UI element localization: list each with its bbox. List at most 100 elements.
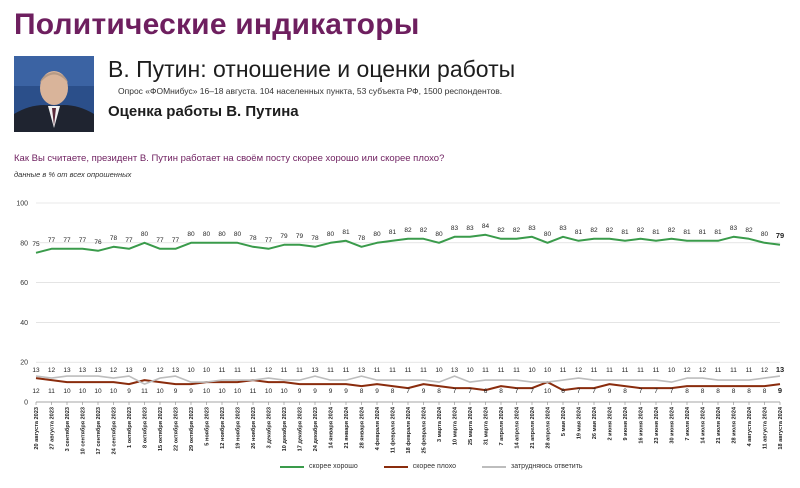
y-tick-label: 40 [20,320,28,327]
data-label-bottom: 9 [608,388,612,395]
x-tick-label: 21 апреля 2024 [530,406,536,448]
x-tick-label: 29 октября 2023 [188,407,195,451]
data-label-top: 11 [622,367,629,374]
data-label-good: 78 [110,235,118,242]
data-label-top: 11 [606,367,613,374]
legend-label-good: скорее хорошо [309,463,358,470]
x-tick-label: 25 марта 2024 [468,406,474,445]
legend-label-bad: скорее плохо [412,463,457,470]
data-label-bottom: 9 [778,386,782,395]
data-label-bottom: 11 [48,388,55,395]
data-label-bottom: 10 [544,388,552,395]
data-label-good: 82 [404,227,412,234]
data-label-bottom: 7 [468,388,472,395]
data-label-top: 11 [219,367,226,374]
x-tick-label: 12 ноября 2023 [219,407,226,449]
x-tick-label: 4 августа 2024 [747,406,753,446]
x-tick-label: 8 октября 2023 [142,407,149,448]
data-label-top: 13 [776,365,784,374]
data-label-good: 81 [342,229,350,236]
x-tick-label: 25 февраля 2024 [421,406,428,453]
data-label-top: 12 [265,367,273,374]
data-label-bottom: 9 [189,388,193,395]
x-tick-label: 26 мая 2024 [592,406,598,439]
data-label-good: 78 [358,235,366,242]
data-label-bottom: 9 [313,388,317,395]
data-label-bottom: 10 [203,388,211,395]
data-label-good: 81 [621,229,629,236]
data-label-top: 11 [296,367,303,374]
data-label-good: 79 [296,233,304,240]
data-label-good: 83 [559,225,567,232]
data-label-bottom: 12 [32,388,40,395]
x-tick-label: 17 сентября 2023 [95,407,102,454]
x-tick-label: 24 сентября 2023 [111,407,118,454]
x-tick-label: 26 ноября 2023 [250,407,257,449]
portrait-photo [14,56,94,132]
x-tick-label: 4 февраля 2024 [374,406,381,450]
y-tick-label: 0 [24,400,28,407]
data-label-top: 12 [761,367,769,374]
data-label-good: 82 [497,227,505,234]
data-label-good: 79 [280,233,288,240]
data-label-top: 11 [374,367,381,374]
x-tick-label: 21 января 2024 [344,406,350,448]
data-label-bottom: 8 [747,388,751,395]
data-label-good: 80 [234,231,242,238]
x-tick-label: 31 марта 2024 [484,406,490,445]
data-label-top: 12 [683,367,691,374]
x-tick-label: 2 июня 2024 [608,406,614,440]
x-tick-label: 23 июня 2024 [654,406,660,444]
data-label-bottom: 9 [298,388,302,395]
data-label-good: 80 [203,231,211,238]
x-tick-label: 10 декабря 2023 [281,407,288,451]
data-label-good: 82 [637,227,645,234]
data-label-good: 83 [466,225,474,232]
data-label-good: 82 [745,227,753,234]
data-label-top: 11 [653,367,660,374]
x-tick-label: 10 марта 2024 [453,406,459,445]
x-tick-label: 24 декабря 2023 [312,407,319,451]
data-label-top: 13 [63,367,71,374]
data-label-good: 77 [63,237,71,244]
data-label-bottom: 8 [437,388,441,395]
x-tick-label: 27 августа 2023 [50,407,56,450]
data-label-good: 83 [451,225,459,232]
data-label-bottom: 8 [701,388,705,395]
data-label-good: 77 [265,237,273,244]
data-label-top: 9 [143,367,147,374]
data-label-top: 12 [48,367,56,374]
data-label-top: 11 [560,367,567,374]
x-tick-label: 7 июля 2024 [685,406,691,440]
data-label-top: 11 [281,367,288,374]
chart-legend: скорее хорошо скорее плохо затрудняюсь о… [280,463,583,470]
data-label-bottom: 10 [156,388,164,395]
data-label-bottom: 11 [141,388,148,395]
data-label-bottom: 9 [422,388,426,395]
data-label-top: 13 [451,367,459,374]
data-label-bottom: 8 [623,388,627,395]
data-label-bottom: 8 [360,388,364,395]
y-tick-label: 100 [16,201,28,208]
data-label-bottom: 10 [94,388,102,395]
data-label-good: 76 [94,239,102,246]
data-label-good: 80 [187,231,195,238]
legend-label-hard: затрудняюсь ответить [511,463,583,470]
data-label-top: 10 [668,367,676,374]
data-label-good: 82 [668,227,676,234]
data-label-good: 83 [528,225,536,232]
data-label-good: 79 [776,231,784,240]
data-label-top: 13 [79,367,87,374]
data-label-top: 12 [699,367,707,374]
data-label-good: 80 [141,231,149,238]
data-label-bottom: 9 [174,388,178,395]
x-tick-label: 28 января 2024 [360,406,366,448]
x-tick-label: 11 февраля 2024 [390,406,397,453]
x-tick-label: 14 апреля 2024 [515,406,521,448]
legend-item-hard: затрудняюсь ответить [482,463,583,470]
data-label-top: 11 [389,367,396,374]
data-label-top: 10 [528,367,536,374]
y-tick-label: 20 [20,360,28,367]
x-tick-label: 18 августа 2024 [778,406,784,449]
data-label-bottom: 9 [127,388,131,395]
